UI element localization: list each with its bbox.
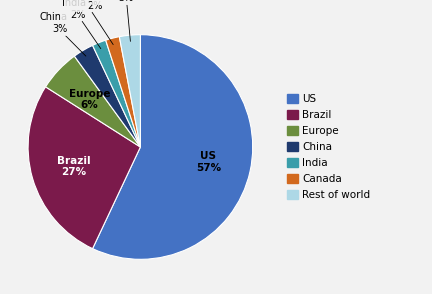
Wedge shape	[45, 56, 140, 147]
Wedge shape	[106, 37, 140, 147]
Text: Brazil
27%: Brazil 27%	[57, 156, 90, 177]
Text: Rest of world
3%: Rest of world 3%	[94, 0, 158, 41]
Legend: US, Brazil, Europe, China, India, Canada, Rest of world: US, Brazil, Europe, China, India, Canada…	[286, 92, 372, 202]
Text: Canada
2%: Canada 2%	[66, 0, 113, 45]
Wedge shape	[92, 40, 140, 147]
Wedge shape	[119, 35, 140, 147]
Wedge shape	[28, 87, 140, 249]
Text: India
2%: India 2%	[62, 0, 101, 49]
Text: China
3%: China 3%	[39, 12, 86, 56]
Text: Europe
6%: Europe 6%	[69, 88, 111, 110]
Wedge shape	[92, 35, 253, 259]
Text: US
57%: US 57%	[196, 151, 221, 173]
Wedge shape	[74, 45, 140, 147]
